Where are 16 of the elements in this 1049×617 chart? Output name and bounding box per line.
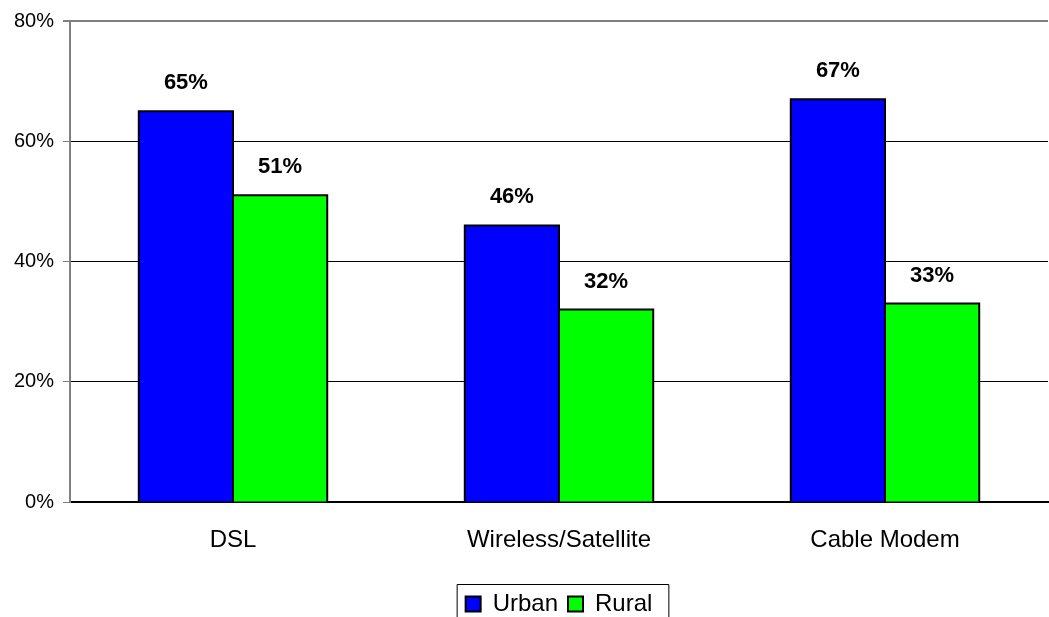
y-tick-label: 40%	[13, 249, 55, 272]
y-tick-label: 60%	[13, 128, 55, 151]
data-label: 46%	[489, 183, 534, 209]
x-tick-label: Cable Modem	[810, 525, 960, 553]
data-label: 65%	[163, 69, 208, 95]
data-label: 51%	[258, 153, 303, 179]
x-tick-label: DSL	[209, 525, 257, 553]
legend-label: Rural	[595, 588, 653, 616]
data-label: 67%	[815, 57, 860, 83]
data-label: 32%	[584, 267, 629, 293]
y-tick-label: 80%	[13, 8, 55, 31]
x-tick-label: Wireless/Satellite	[466, 525, 652, 553]
y-tick-label: 0%	[25, 489, 55, 512]
data-label: 33%	[910, 261, 955, 287]
y-tick-label: 20%	[13, 369, 55, 392]
legend-label: Urban	[492, 588, 559, 616]
